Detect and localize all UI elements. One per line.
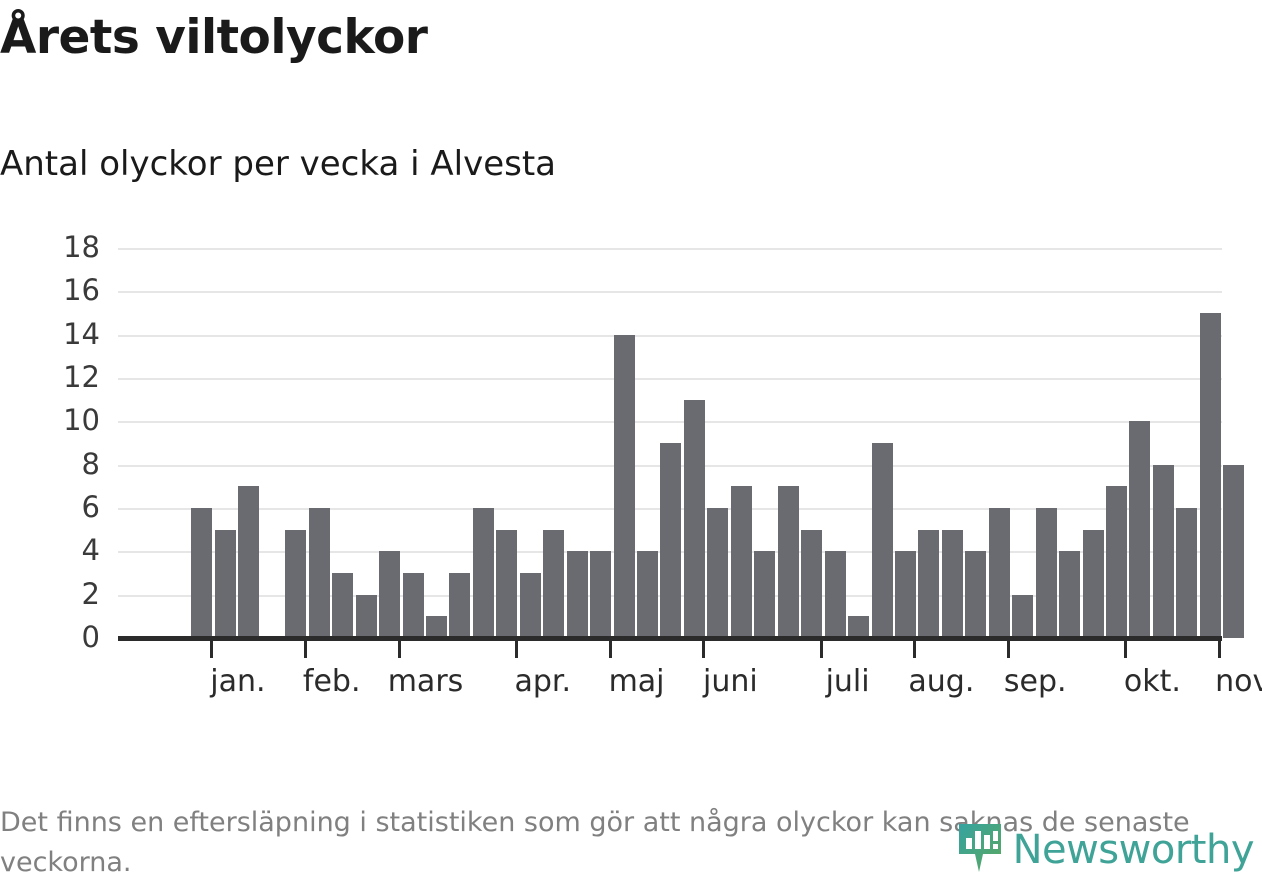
bar[interactable] — [1106, 486, 1127, 638]
bar[interactable] — [379, 551, 401, 638]
bar[interactable] — [871, 443, 893, 638]
bar[interactable] — [777, 486, 799, 638]
x-axis-tick — [514, 641, 518, 658]
x-axis-month-label: jan. — [210, 664, 266, 699]
bar[interactable] — [941, 529, 963, 638]
x-axis-tick — [913, 641, 917, 658]
bar[interactable] — [918, 529, 940, 638]
x-axis-month-label: nov. — [1215, 664, 1262, 699]
footer-note: Det finns en eftersläpning i statistiken… — [0, 807, 1190, 878]
bar[interactable] — [894, 551, 916, 638]
bar[interactable] — [425, 616, 447, 638]
plot-area — [118, 248, 1245, 638]
bar[interactable] — [1152, 464, 1174, 638]
bar[interactable] — [660, 443, 682, 638]
bar[interactable] — [1059, 551, 1081, 638]
bar[interactable] — [519, 573, 541, 638]
x-axis-month-label: sep. — [1003, 664, 1067, 699]
bar[interactable] — [801, 529, 823, 638]
y-axis-tick-label: 18 — [63, 230, 100, 264]
newsworthy-wordmark: Newsworthy — [1012, 827, 1255, 873]
bar[interactable] — [1223, 464, 1245, 638]
bar[interactable] — [965, 551, 987, 638]
bar[interactable] — [214, 529, 236, 638]
gridline — [118, 378, 1222, 380]
gridline — [118, 291, 1222, 294]
bar[interactable] — [191, 508, 213, 638]
y-axis-tick-label: 4 — [81, 533, 100, 568]
x-axis-month-label: aug. — [908, 664, 975, 699]
bar[interactable] — [1035, 508, 1057, 638]
y-axis-tick-label: 6 — [81, 490, 100, 524]
x-axis-month-label: mars — [387, 664, 464, 699]
bar[interactable] — [683, 399, 705, 638]
y-axis-tick-label: 2 — [81, 576, 100, 611]
bar[interactable] — [590, 551, 612, 638]
bar[interactable] — [730, 486, 752, 638]
x-axis-tick — [303, 641, 307, 658]
bar[interactable] — [1199, 313, 1221, 638]
bar[interactable] — [566, 551, 588, 638]
bar[interactable] — [637, 551, 658, 638]
x-axis-month-label: okt. — [1123, 664, 1181, 699]
y-axis-tick-label: 0 — [81, 620, 100, 654]
bar[interactable] — [1129, 421, 1151, 638]
x-axis-tick — [397, 641, 401, 658]
page-title: Årets viltolyckor — [0, 10, 428, 65]
x-axis-tick — [209, 641, 213, 658]
bar[interactable] — [1176, 508, 1198, 638]
bar[interactable] — [238, 486, 260, 638]
x-axis-month-label: juli — [825, 664, 870, 699]
bar[interactable] — [472, 508, 494, 638]
newsworthy-bars-icon — [957, 822, 1003, 878]
x-axis-tick — [1124, 641, 1128, 658]
bar[interactable] — [402, 573, 424, 638]
x-axis-month-label: maj — [608, 664, 665, 699]
bar[interactable] — [355, 594, 377, 638]
bar[interactable] — [1012, 594, 1034, 638]
x-axis-tick — [1218, 641, 1222, 658]
x-axis-line — [118, 636, 1222, 641]
newsworthy-logo[interactable]: Newsworthy — [957, 822, 1255, 878]
y-axis-tick-label: 8 — [81, 446, 100, 481]
x-axis-tick — [608, 641, 612, 658]
bar-chart: 0 2 4 6 8 10 12 14 16 18 jan. feb. mars apr. maj juni j… — [0, 222, 1262, 722]
bar[interactable] — [613, 334, 635, 638]
x-axis-tick — [1007, 641, 1011, 658]
bar[interactable] — [754, 551, 776, 638]
bar[interactable] — [543, 529, 565, 638]
bar[interactable] — [707, 508, 729, 638]
chart-subtitle: Antal olyckor per vecka i Alvesta — [0, 144, 556, 184]
bar[interactable] — [988, 508, 1010, 638]
x-axis-tick — [819, 641, 823, 658]
bar[interactable] — [1082, 529, 1104, 638]
y-axis-tick-label: 10 — [63, 403, 100, 438]
y-axis-tick-label: 14 — [63, 316, 100, 351]
y-axis-tick-label: 12 — [63, 360, 100, 394]
bar[interactable] — [285, 529, 307, 638]
x-axis-month-label: feb. — [302, 664, 361, 699]
gridline — [118, 421, 1222, 424]
gridline — [118, 248, 1222, 250]
bar[interactable] — [332, 573, 354, 638]
gridline — [118, 334, 1222, 337]
bar[interactable] — [308, 508, 330, 638]
bar[interactable] — [449, 573, 471, 638]
x-axis-month-label: juni — [702, 664, 758, 699]
x-axis-tick — [702, 641, 706, 658]
bar[interactable] — [848, 616, 870, 638]
x-axis-month-label: apr. — [514, 664, 572, 699]
bar[interactable] — [824, 551, 846, 638]
y-axis-tick-label: 16 — [63, 273, 100, 308]
bar[interactable] — [496, 529, 518, 638]
